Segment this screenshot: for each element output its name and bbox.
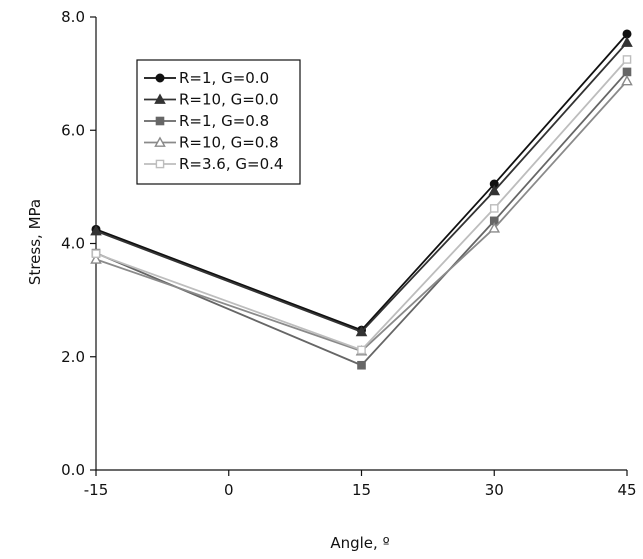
- legend-marker: [155, 116, 165, 126]
- y-tick-label: 8.0: [61, 8, 85, 26]
- legend-item: R=3.6, G=0.4: [144, 155, 283, 173]
- data-point: [621, 36, 633, 47]
- legend-item: R=1, G=0.8: [144, 112, 269, 130]
- legend-label: R=1, G=0.8: [179, 112, 269, 130]
- series-line: [95, 80, 628, 353]
- series-line: [95, 33, 628, 332]
- y-tick-label: 4.0: [61, 235, 85, 253]
- data-point: [489, 204, 499, 213]
- x-tick-label: 30: [485, 481, 504, 499]
- legend-marker: [154, 93, 166, 104]
- legend-marker: [155, 73, 165, 83]
- data-point: [488, 184, 501, 196]
- x-tick-label: -15: [84, 481, 109, 499]
- series-2: [90, 36, 633, 337]
- legend: R=1, G=0.0 R=10, G=0.0 R=1, G=0.8 R=10, G=0…: [136, 59, 301, 185]
- legend-item: R=10, G=0.8: [144, 134, 279, 152]
- series-line: [95, 58, 628, 352]
- y-tick-label: 0.0: [61, 461, 85, 479]
- series-line: [95, 71, 628, 367]
- legend-label: R=10, G=0.8: [179, 134, 279, 152]
- series-line: [95, 41, 628, 333]
- legend-item: R=10, G=0.0: [144, 91, 279, 109]
- legend-marker: [154, 136, 166, 147]
- series-5: [91, 55, 632, 355]
- data-point: [91, 249, 101, 258]
- legend-label: R=10, G=0.0: [179, 91, 279, 109]
- y-tick-label: 6.0: [61, 121, 85, 139]
- data-point: [355, 325, 368, 337]
- data-point: [90, 253, 102, 264]
- data-point: [90, 225, 102, 236]
- series-group: [90, 29, 633, 370]
- legend-label: R=1, G=0.0: [179, 69, 269, 87]
- x-tick-label: 15: [352, 481, 371, 499]
- legend-marker: [155, 159, 165, 169]
- data-point: [488, 222, 501, 233]
- data-point: [622, 55, 632, 64]
- data-point: [357, 360, 366, 370]
- x-tick-label: 0: [224, 481, 234, 499]
- data-point: [357, 345, 366, 355]
- legend-label: R=3.6, G=0.4: [179, 155, 283, 173]
- legend-item: R=1, G=0.0: [144, 69, 269, 87]
- data-point: [621, 74, 633, 86]
- y-axis-title: Stress, MPa: [26, 199, 44, 285]
- data-point: [622, 67, 632, 77]
- x-tick-label: 45: [617, 481, 636, 499]
- ticks: -15 0 15 30 45 0.0 2.0 4.0 6.0 8.0: [61, 8, 636, 499]
- y-tick-label: 2.0: [61, 348, 85, 366]
- x-axis-title: Angle, º: [330, 534, 389, 552]
